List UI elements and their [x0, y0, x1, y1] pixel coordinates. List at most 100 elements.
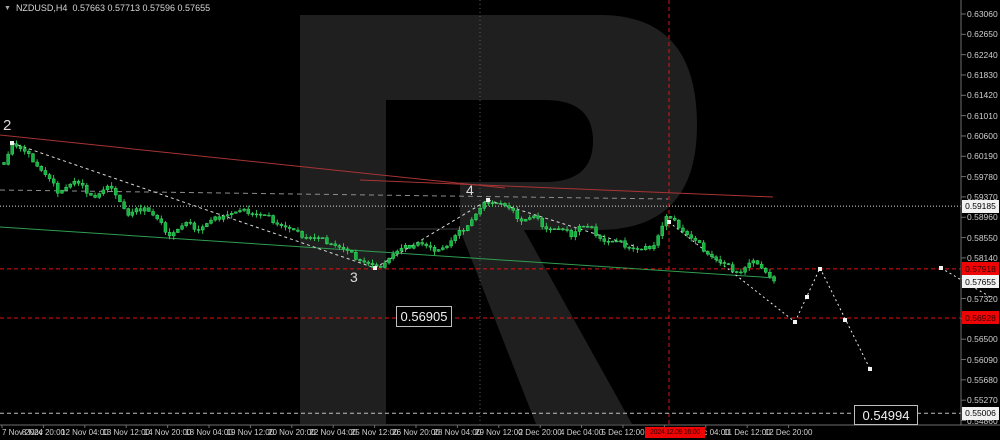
watermark-logo	[300, 15, 697, 424]
candle-body	[147, 207, 151, 212]
price-axis-label: 0.58960	[967, 212, 998, 223]
candle-body	[569, 230, 573, 238]
time-axis-label: 19 Nov 12:00	[226, 428, 275, 437]
trendline	[0, 134, 506, 189]
candle-body	[321, 237, 325, 239]
wave-label-4: 4	[466, 182, 474, 198]
price-axis-label: 0.58550	[967, 232, 998, 243]
candle-body	[672, 218, 677, 221]
candle-body	[267, 214, 271, 217]
price-axis-label: 0.59780	[967, 171, 998, 182]
candle-body	[18, 146, 23, 149]
time-axis-label: 20 Nov 20:00	[268, 428, 316, 437]
wave-label-3: 3	[350, 269, 358, 285]
candle-body	[573, 231, 578, 238]
candle-body	[2, 162, 6, 165]
candle-body	[478, 208, 482, 215]
candle-body	[316, 237, 321, 239]
price-axis-label: 0.61010	[967, 110, 998, 121]
candle-body	[329, 243, 333, 245]
candle-body	[627, 247, 631, 249]
collapse-arrow-icon[interactable]: ▼	[4, 4, 11, 12]
candle-body	[213, 216, 217, 221]
candle-body	[598, 235, 602, 239]
candle-body	[292, 228, 296, 231]
candle-body	[619, 240, 623, 242]
symbol-timeframe-label: NZDUSD,H4	[15, 3, 68, 13]
ohlc-values: 0.57663 0.57713 0.57596 0.57655	[72, 3, 211, 13]
candle-body	[366, 261, 371, 264]
price-axis-label: 0.55270	[967, 395, 998, 406]
candle-body	[196, 229, 201, 231]
pivot-marker	[805, 295, 809, 299]
candle-body	[499, 202, 503, 205]
candle-body	[648, 246, 652, 249]
candle-body	[304, 237, 308, 239]
candle-body	[250, 213, 255, 215]
candle-body	[764, 267, 768, 273]
candle-body	[718, 259, 722, 263]
candle-body	[374, 264, 379, 267]
time-axis-label: 10 Dec 04:00	[682, 428, 730, 437]
candle-body	[184, 222, 188, 226]
wave-guide-line	[11, 142, 376, 269]
pivot-marker	[818, 267, 822, 271]
pivot-marker	[939, 266, 943, 270]
candle-body	[126, 208, 130, 216]
candle-body	[172, 232, 176, 237]
price-axis-label: 0.61830	[967, 69, 998, 80]
candle-body	[536, 215, 540, 219]
candle-body	[6, 153, 10, 165]
candle-body	[163, 222, 168, 233]
candle-body	[85, 185, 89, 194]
candle-body	[35, 161, 39, 167]
candle-body	[341, 246, 346, 250]
time-axis-label: 11 Dec 12:00	[723, 428, 771, 437]
candle-body	[523, 219, 528, 222]
candle-body	[201, 226, 205, 231]
price-level-tag-mid[interactable]: 0.56905	[396, 306, 452, 327]
candle-body	[151, 211, 155, 216]
candle-body	[229, 213, 234, 215]
candle-body	[548, 228, 553, 231]
candle-body	[561, 228, 565, 230]
candle-body	[751, 260, 756, 264]
candle-body	[80, 183, 85, 186]
candle-body	[358, 259, 362, 261]
candle-body	[461, 229, 466, 232]
time-axis-label: 29 Nov 12:00	[475, 428, 523, 437]
candle-body	[296, 229, 300, 232]
price-axis-label: 0.59370	[967, 191, 998, 202]
candle-body	[656, 235, 660, 246]
candle-body	[279, 224, 284, 226]
price-axis-label: 0.62650	[967, 29, 998, 40]
pivot-marker	[486, 198, 490, 202]
time-axis-label: 14 Nov 20:00	[143, 428, 192, 437]
candle-body	[143, 207, 147, 212]
candle-body	[221, 215, 226, 220]
price-axis-label: 0.60190	[967, 151, 998, 162]
candle-body	[519, 218, 524, 222]
candle-body	[416, 242, 420, 246]
candle-body	[105, 185, 110, 191]
candle-body	[246, 208, 250, 214]
candle-body	[31, 153, 35, 163]
pivot-marker	[373, 266, 377, 270]
price-axis-box-0.57655: 0.57655	[962, 275, 999, 289]
candle-body	[188, 222, 193, 224]
candle-body	[93, 195, 97, 198]
pivot-marker	[667, 220, 671, 224]
price-level-tag-low[interactable]: 0.54994	[854, 405, 918, 425]
candle-body	[507, 205, 511, 209]
wave-label-2: 2	[3, 117, 12, 134]
time-axis-label: 13 Nov 12:00	[102, 428, 150, 437]
candle-body	[449, 240, 453, 247]
candle-body	[408, 245, 412, 249]
candle-body	[565, 229, 569, 231]
candle-body	[60, 189, 64, 194]
candle-body	[283, 225, 288, 228]
time-axis-label: 8 Nov 20:00	[21, 428, 65, 437]
candle-body	[685, 231, 689, 235]
candle-body	[528, 217, 532, 220]
